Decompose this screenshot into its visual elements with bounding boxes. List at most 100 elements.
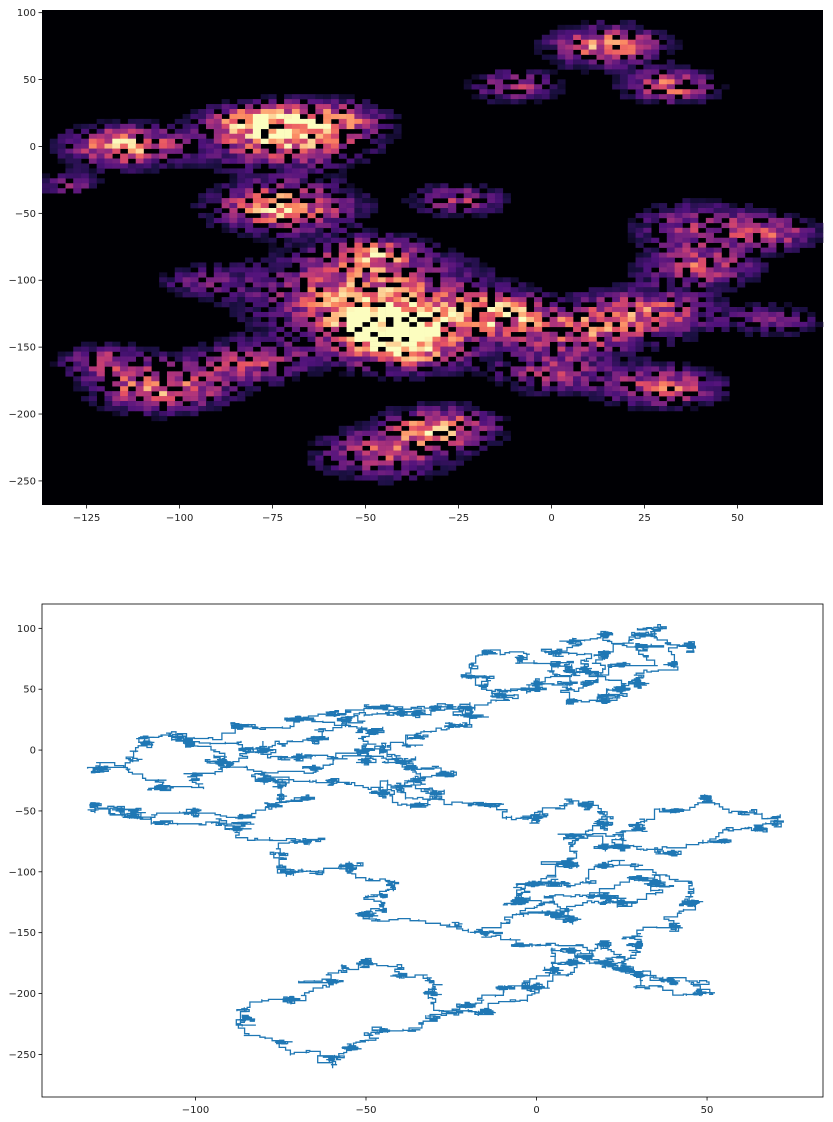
heatmap-cell	[690, 366, 699, 372]
heatmap-cell	[252, 237, 261, 243]
heatmap-cell	[721, 222, 730, 229]
heatmap-cell	[143, 410, 152, 417]
heatmap-cell	[635, 297, 644, 303]
heatmap-cell	[229, 222, 238, 229]
heatmap-cell	[252, 208, 261, 214]
heatmap-cell	[682, 242, 691, 248]
heatmap-cell	[276, 118, 285, 125]
heatmap-cell	[455, 425, 465, 432]
heatmap-cell	[471, 282, 480, 288]
heatmap-cell	[377, 450, 386, 456]
heatmap-cell	[416, 420, 425, 427]
heatmap-cell	[245, 173, 254, 179]
heatmap-cell	[705, 326, 714, 333]
heatmap-cell	[346, 341, 355, 347]
heatmap-cell	[619, 351, 629, 357]
heatmap-cell	[229, 217, 238, 224]
heatmap-cell	[588, 376, 597, 382]
heatmap-cell	[229, 336, 238, 342]
heatmap-cell	[479, 356, 488, 362]
heatmap-cell	[229, 158, 238, 164]
heatmap-cell	[635, 356, 644, 362]
heatmap-cell	[658, 366, 668, 372]
heatmap-cell	[354, 351, 363, 357]
heatmap-cell	[526, 341, 535, 347]
heatmap-cell	[330, 316, 340, 323]
heatmap-cell	[299, 178, 308, 184]
heatmap-cell	[612, 69, 621, 75]
heatmap-cell	[260, 104, 269, 110]
heatmap-cell	[416, 326, 425, 333]
heatmap-cell	[370, 321, 379, 328]
heatmap-cell	[307, 311, 316, 318]
heatmap-cell	[635, 346, 644, 352]
heatmap-cell	[354, 252, 363, 258]
heatmap-cell	[284, 307, 293, 313]
heatmap-cell	[573, 351, 582, 357]
heatmap-cell	[213, 391, 222, 397]
heatmap-cell	[487, 361, 496, 367]
heatmap-cell	[596, 316, 605, 323]
heatmap-cell	[330, 198, 340, 204]
heatmap-cell	[487, 89, 496, 95]
heatmap-cell	[791, 331, 800, 337]
heatmap-cell	[627, 64, 636, 70]
heatmap-cell	[627, 19, 636, 26]
heatmap-cell	[448, 331, 457, 337]
heatmap-cell	[362, 212, 371, 219]
heatmap-cell	[284, 163, 293, 169]
heatmap-cell	[713, 89, 722, 95]
heatmap-cell	[81, 183, 90, 189]
heatmap-cell	[393, 435, 402, 441]
heatmap-cell	[370, 267, 379, 273]
heatmap-cell	[338, 208, 347, 214]
heatmap-cell	[565, 351, 574, 357]
heatmap-cell	[737, 267, 746, 273]
heatmap-cell	[393, 341, 402, 347]
heatmap-cell	[744, 217, 754, 224]
heatmap-cell	[424, 183, 433, 189]
heatmap-cell	[455, 460, 465, 466]
heatmap-cell	[737, 321, 746, 328]
heatmap-cell	[416, 277, 425, 283]
heatmap-cell	[88, 346, 97, 352]
heatmap-cell	[88, 381, 97, 387]
heatmap-cell	[190, 381, 199, 387]
heatmap-cell	[651, 366, 660, 372]
heatmap-cell	[541, 79, 550, 85]
heatmap-cell	[323, 173, 332, 179]
heatmap-cell	[338, 178, 347, 184]
heatmap-cell	[268, 188, 277, 194]
heatmap-cell	[713, 198, 722, 204]
heatmap-cell	[57, 173, 66, 179]
heatmap-cell	[674, 381, 683, 387]
heatmap-cell	[815, 232, 824, 238]
heatmap-cell	[690, 311, 699, 318]
heatmap-cell	[541, 366, 550, 372]
heatmap-cell	[385, 109, 394, 115]
heatmap-cell	[627, 272, 636, 278]
heatmap-cell	[612, 64, 621, 70]
heatmap-cell	[315, 148, 324, 154]
heatmap-cell	[330, 287, 340, 293]
heatmap-cell	[401, 277, 410, 283]
heatmap-cell	[409, 410, 418, 417]
heatmap-cell	[307, 193, 316, 199]
heatmap-cell	[276, 307, 285, 313]
heatmap-cell	[440, 212, 449, 219]
heatmap-cell	[674, 39, 683, 45]
heatmap-cell	[526, 356, 535, 362]
heatmap-cell	[268, 331, 277, 337]
heatmap-cell	[596, 361, 605, 367]
heatmap-cell	[698, 396, 707, 402]
heatmap-cell	[323, 99, 332, 105]
heatmap-cell	[252, 297, 261, 303]
heatmap-cell	[627, 366, 636, 372]
heatmap-cell	[190, 406, 199, 412]
heatmap-cell	[190, 346, 199, 352]
heatmap-cell	[440, 252, 449, 258]
heatmap-cell	[705, 198, 714, 204]
heatmap-cell	[455, 287, 465, 293]
heatmap-cell	[268, 99, 277, 105]
heatmap-cell	[518, 79, 527, 85]
